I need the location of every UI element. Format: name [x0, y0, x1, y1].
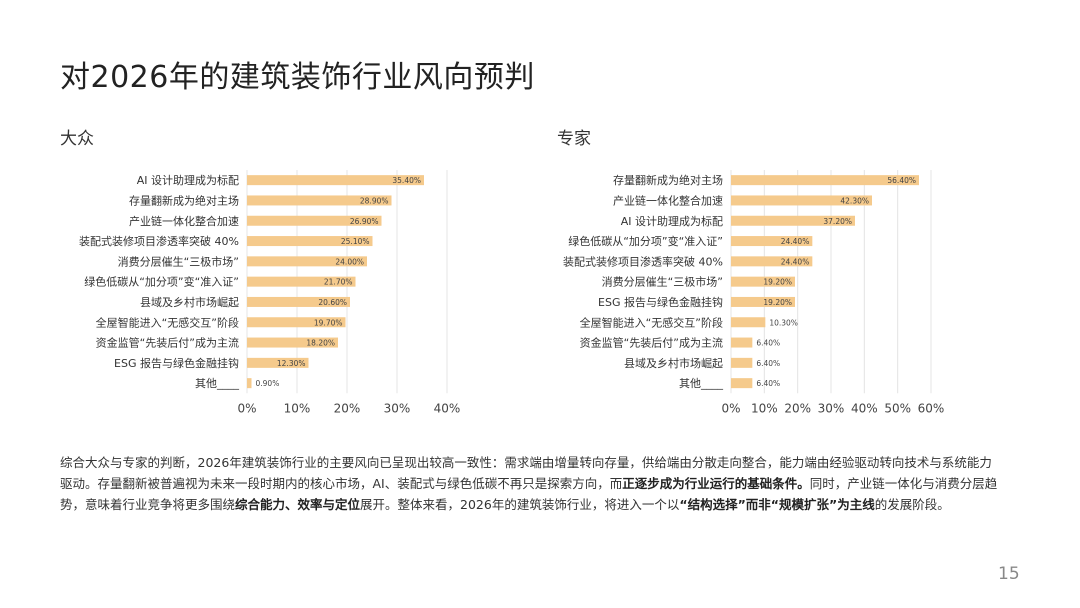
page-number: 15 — [998, 564, 1020, 584]
bar-chart-public: 0% 10% 20% 30% 40% AI 设计助理成为标配 35.40% 存量翻新成为绝对主… — [79, 170, 461, 415]
category-label: 县域及乡村市场崛起 — [140, 295, 239, 309]
summary-bold-3: “结构选择”而非“规模扩张”为主线 — [679, 497, 875, 512]
category-label: 绿色低碳从“加分项”变“准入证” — [568, 234, 723, 248]
bar — [247, 256, 367, 267]
category-label: 存量翻新成为绝对主场 — [129, 193, 239, 207]
category-label: ESG 报告与绿色金融挂钩 — [114, 356, 239, 370]
bar — [247, 175, 424, 186]
x-tick-label: 10% — [284, 401, 311, 414]
bar — [247, 337, 338, 348]
bar — [731, 337, 753, 348]
value-label: 25.10% — [341, 237, 370, 246]
value-label: 19.20% — [763, 278, 792, 287]
bar — [247, 357, 309, 368]
category-label: 资金监管“先装后付”成为主流 — [580, 336, 723, 350]
summary-text-2: 同时，产业链一体化与消费分层趋势，意味着行业竞争将更多围绕 — [60, 476, 998, 512]
bar — [731, 357, 753, 368]
category-label: 消费分层催生“三极市场” — [602, 275, 723, 289]
bar — [731, 317, 766, 328]
category-label: 消费分层催生“三极市场” — [118, 254, 239, 268]
bar — [247, 195, 392, 206]
page-title: 对2026年的建筑装饰行业风向预判 — [60, 60, 535, 95]
bar — [731, 256, 813, 267]
chart-experts: 0% 10% 20% 30% 40% 50% 60% 存量翻新成为绝对主场 56.40% 产业链一… — [520, 164, 960, 418]
x-tick-label: 60% — [918, 401, 945, 414]
category-label: 存量翻新成为绝对主场 — [613, 173, 723, 187]
value-label: 21.70% — [324, 278, 353, 287]
x-tick-label: 0% — [721, 401, 740, 414]
bar — [731, 276, 795, 287]
x-tick-label: 30% — [818, 401, 845, 414]
category-label: 全屋智能进入“无感交互”阶段 — [96, 315, 239, 329]
bar — [247, 296, 350, 307]
category-label: 其他____ — [195, 377, 239, 390]
bar — [731, 215, 855, 226]
bar — [247, 276, 356, 287]
bar — [247, 378, 252, 389]
x-tick-label: 40% — [851, 401, 878, 414]
x-tick-label: 20% — [334, 401, 361, 414]
category-label: 产业链一体化整合加速 — [129, 214, 239, 228]
chart-title-public: 大众 — [60, 129, 94, 149]
summary-text-3: 展开。整体来看，2026年的建筑装饰行业，将进入一个以 — [360, 497, 680, 512]
bar — [247, 236, 373, 247]
category-label: 产业链一体化整合加速 — [613, 193, 723, 207]
category-label: AI 设计助理成为标配 — [137, 173, 239, 187]
x-tick-label: 20% — [784, 401, 811, 414]
bar — [731, 195, 872, 206]
category-label: AI 设计助理成为标配 — [621, 214, 723, 228]
value-label: 26.90% — [350, 217, 379, 226]
x-tick-label: 50% — [884, 401, 911, 414]
value-label: 37.20% — [823, 217, 852, 226]
category-label: 其他____ — [679, 377, 723, 390]
category-label: 绿色低碳从“加分项”变“准入证” — [84, 275, 239, 289]
x-tick-label: 10% — [751, 401, 778, 414]
category-label: 装配式装修项目渗透率突破 40% — [563, 254, 723, 268]
value-label: 24.40% — [781, 237, 810, 246]
value-label: 6.40% — [756, 359, 780, 368]
value-label: 20.60% — [318, 298, 347, 307]
value-label: 6.40% — [756, 339, 780, 348]
value-label: 18.20% — [306, 339, 335, 348]
bar — [731, 236, 813, 247]
category-label: 县域及乡村市场崛起 — [624, 356, 723, 370]
category-label: ESG 报告与绿色金融挂钩 — [598, 295, 723, 309]
value-label: 24.00% — [335, 257, 364, 266]
chart-public: 0% 10% 20% 30% 40% AI 设计助理成为标配 35.40% 存量翻新成为绝对主… — [40, 164, 480, 418]
bar — [731, 296, 795, 307]
x-tick-label: 40% — [434, 401, 461, 414]
category-label: 全屋智能进入“无感交互”阶段 — [580, 315, 723, 329]
bar — [247, 317, 346, 328]
bar-chart-experts: 0% 10% 20% 30% 40% 50% 60% 存量翻新成为绝对主场 56.40% 产业链一… — [563, 170, 945, 415]
bar — [247, 215, 382, 226]
value-label: 42.30% — [840, 196, 869, 205]
value-label: 12.30% — [277, 359, 306, 368]
x-tick-label: 0% — [237, 401, 256, 414]
value-label: 19.70% — [314, 318, 343, 327]
bar — [731, 378, 753, 389]
value-label: 0.90% — [256, 379, 280, 388]
value-label: 56.40% — [887, 176, 916, 185]
value-label: 28.90% — [360, 196, 389, 205]
summary-text-1: 综合大众与专家的判断，2026年建筑装饰行业的主要风向已呈现出较高一致性：需求端… — [60, 455, 992, 491]
summary-text-4: 的发展阶段。 — [874, 497, 950, 512]
value-label: 19.20% — [763, 298, 792, 307]
value-label: 6.40% — [756, 379, 780, 388]
value-label: 35.40% — [392, 176, 421, 185]
category-label: 装配式装修项目渗透率突破 40% — [79, 234, 239, 248]
summary-bold-2: 综合能力、效率与定位 — [235, 497, 361, 512]
bar — [731, 175, 919, 186]
category-label: 资金监管“先装后付”成为主流 — [96, 336, 239, 350]
chart-title-experts: 专家 — [557, 129, 591, 149]
value-label: 10.30% — [769, 318, 798, 327]
summary-paragraph: 综合大众与专家的判断，2026年建筑装饰行业的主要风向已呈现出较高一致性：需求端… — [60, 452, 1000, 515]
value-label: 24.40% — [781, 257, 810, 266]
summary-bold-1: 正逐步成为行业运行的基础条件。 — [622, 476, 810, 491]
x-tick-label: 30% — [384, 401, 411, 414]
